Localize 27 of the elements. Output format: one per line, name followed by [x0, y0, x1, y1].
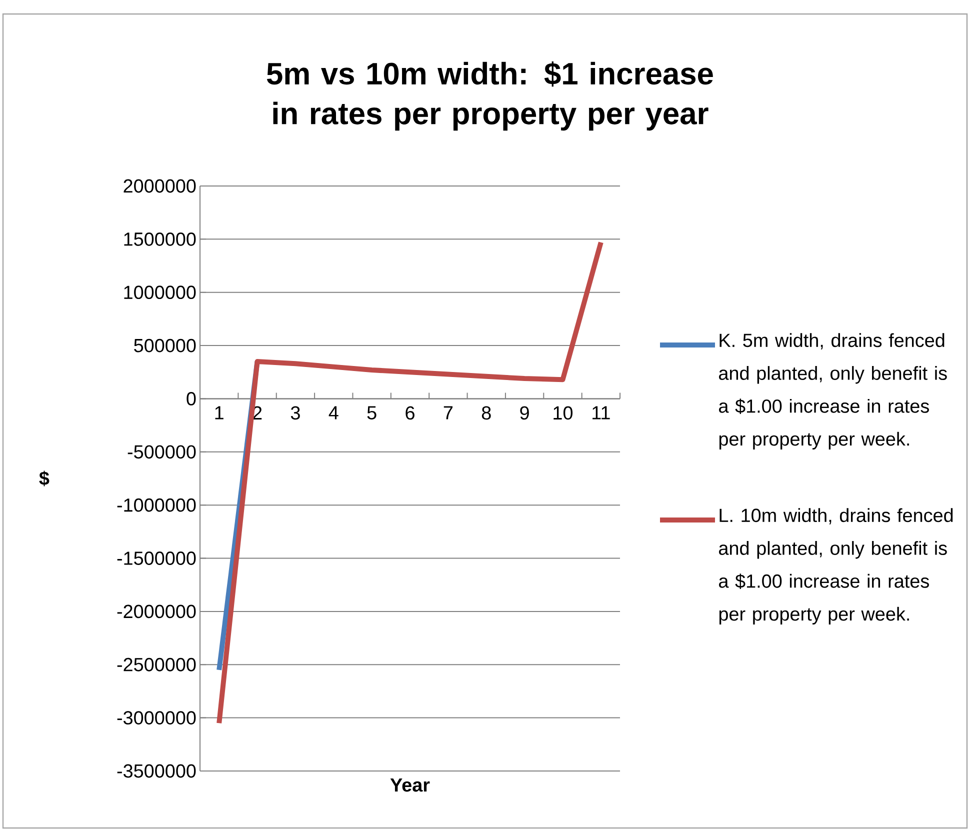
y-tick-label: -3000000 [117, 711, 196, 725]
x-tick-label: 1 [215, 406, 224, 420]
y-tick-label: -500000 [128, 445, 196, 459]
y-tick-label: 500000 [134, 338, 196, 352]
x-tick-label: 10 [554, 406, 573, 420]
y-tick-label: -1000000 [117, 498, 196, 512]
x-tick-label: 7 [444, 406, 453, 420]
y-tick-label: 2000000 [124, 179, 196, 193]
y-tick-label: -1500000 [117, 552, 196, 565]
y-tick-label: -2000000 [117, 604, 196, 618]
chart-title: 5m vs 10m width: $1 increase in rates per property per year [266, 61, 713, 131]
x-tick-label: 3 [290, 406, 300, 420]
x-tick-label: 11 [592, 406, 610, 420]
legend-label: K. 5m width, drains fenced and planted, only benefit is a $1.00 increase in rates per property per week. [719, 333, 947, 450]
x-axis-title: Year [390, 778, 430, 792]
y-tick-label: 1500000 [124, 232, 196, 246]
x-tick-label: 5 [367, 406, 376, 420]
x-tick-label: 8 [482, 406, 491, 420]
y-tick-label: 0 [186, 392, 196, 406]
y-tick-label: -2500000 [117, 658, 196, 672]
x-tick-label: 4 [328, 406, 338, 420]
y-axis-title: $ [39, 470, 50, 486]
x-tick-label: 6 [406, 406, 414, 420]
y-tick-label: -3500000 [117, 764, 196, 778]
x-tick-label: 9 [520, 406, 529, 420]
y-tick-label: 1000000 [124, 286, 196, 300]
legend-label: L. 10m width, drains fenced and planted, only benefit is a $1.00 increase in rates per property per week. [719, 508, 953, 624]
